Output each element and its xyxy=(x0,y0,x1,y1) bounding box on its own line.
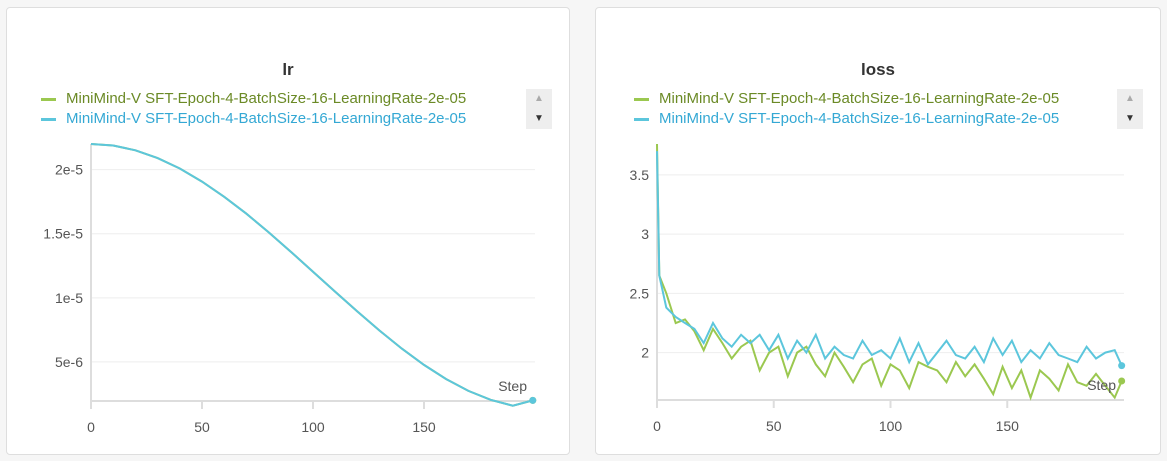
legend-swatch xyxy=(634,97,649,101)
x-axis-label: Step xyxy=(1087,377,1116,393)
x-tick-label: 100 xyxy=(301,419,325,435)
legend-swatch xyxy=(634,117,649,121)
lr-plot: 5e-6 1e-5 1.5e-5 2e-5 0 50 100 150 Step xyxy=(43,143,537,435)
x-axis-label: Step xyxy=(498,378,527,394)
legend-label: MiniMind-V SFT-Epoch-4-BatchSize-16-Lear… xyxy=(659,110,1060,127)
legend-item[interactable]: MiniMind-V SFT-Epoch-4-BatchSize-16-Lear… xyxy=(41,109,466,129)
x-tick-label: 0 xyxy=(653,418,661,434)
legend-swatch xyxy=(41,97,56,101)
legend-item[interactable]: MiniMind-V SFT-Epoch-4-BatchSize-16-Lear… xyxy=(634,89,1059,109)
y-tick-label: 2 xyxy=(641,345,649,361)
legend: MiniMind-V SFT-Epoch-4-BatchSize-16-Lear… xyxy=(634,89,1059,129)
y-tick-label: 1e-5 xyxy=(55,290,83,306)
scroll-down-icon[interactable]: ▼ xyxy=(534,113,544,124)
scroll-up-icon[interactable]: ▲ xyxy=(1125,93,1135,104)
x-tick-label: 150 xyxy=(996,418,1020,434)
y-tick-label: 2e-5 xyxy=(55,162,83,178)
legend-label: MiniMind-V SFT-Epoch-4-BatchSize-16-Lear… xyxy=(659,90,1060,107)
loss-plot: 2 2.5 3 3.5 0 50 100 150 Step xyxy=(630,143,1126,434)
x-tick-label: 0 xyxy=(87,419,95,435)
y-tick-label: 5e-6 xyxy=(55,354,83,370)
legend-item[interactable]: MiniMind-V SFT-Epoch-4-BatchSize-16-Lear… xyxy=(41,89,466,109)
series-end-point xyxy=(1118,377,1126,385)
x-tick-label: 150 xyxy=(412,419,436,435)
y-tick-label: 3.5 xyxy=(630,167,650,183)
scroll-up-icon[interactable]: ▲ xyxy=(534,93,544,104)
y-tick-label: 1.5e-5 xyxy=(43,226,83,242)
legend: MiniMind-V SFT-Epoch-4-BatchSize-16-Lear… xyxy=(41,89,466,129)
series-end-point xyxy=(1118,362,1126,370)
x-tick-label: 50 xyxy=(194,419,210,435)
series-line xyxy=(90,143,534,407)
legend-scroll[interactable]: ▲ ▼ xyxy=(526,89,552,129)
y-tick-label: 2.5 xyxy=(630,285,650,301)
legend-label: MiniMind-V SFT-Epoch-4-BatchSize-16-Lear… xyxy=(66,90,467,107)
x-tick-label: 50 xyxy=(766,418,782,434)
series-line xyxy=(90,143,534,407)
legend-item[interactable]: MiniMind-V SFT-Epoch-4-BatchSize-16-Lear… xyxy=(634,109,1059,129)
chart-title: lr xyxy=(282,60,294,79)
y-tick-label: 3 xyxy=(641,226,649,242)
legend-label: MiniMind-V SFT-Epoch-4-BatchSize-16-Lear… xyxy=(66,110,467,127)
lr-chart-panel: lr MiniMind-V SFT-Epoch-4-BatchSize-16-L… xyxy=(6,7,570,455)
x-tick-label: 100 xyxy=(879,418,903,434)
series-line xyxy=(656,143,1123,401)
series-end-point xyxy=(529,396,537,404)
scroll-down-icon[interactable]: ▼ xyxy=(1125,113,1135,124)
legend-swatch xyxy=(41,117,56,121)
legend-scroll[interactable]: ▲ ▼ xyxy=(1117,89,1143,129)
series-line xyxy=(656,151,1123,367)
loss-chart-panel: loss MiniMind-V SFT-Epoch-4-BatchSize-16… xyxy=(595,7,1161,455)
chart-title: loss xyxy=(860,60,896,79)
